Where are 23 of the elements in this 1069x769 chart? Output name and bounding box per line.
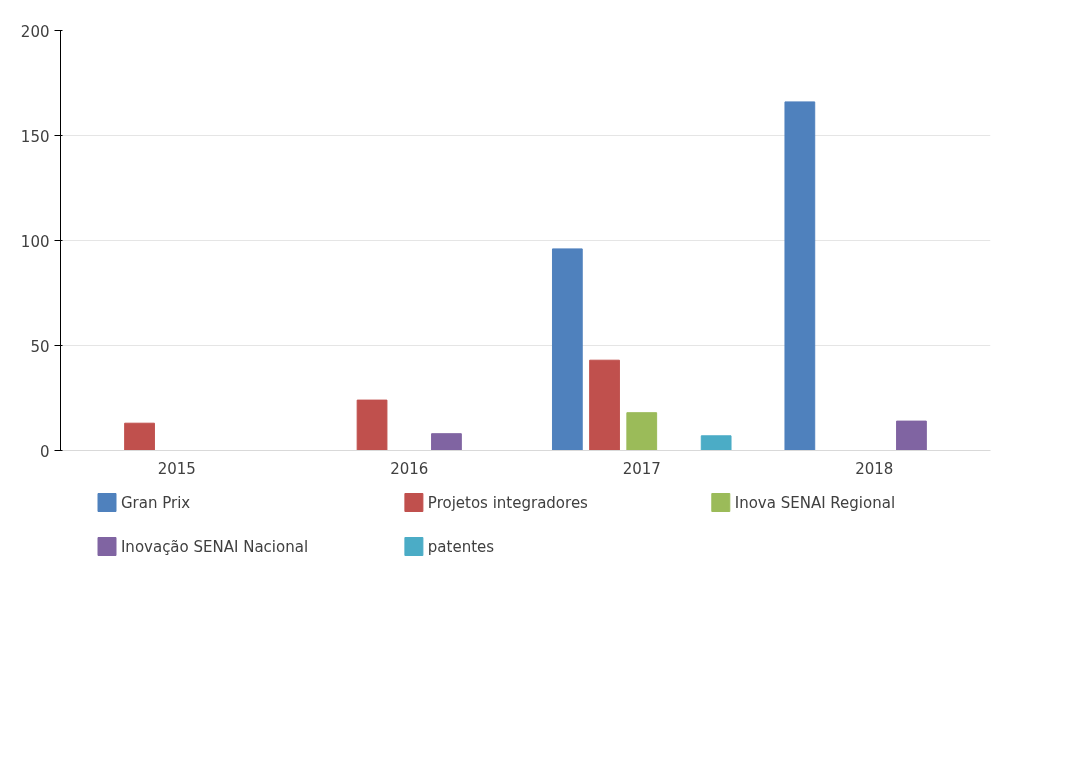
legend-label: Gran Prix <box>120 493 191 512</box>
y-tick-label: 150 <box>20 127 50 146</box>
bar <box>700 435 732 451</box>
legend-label: Inova SENAI Regional <box>734 493 896 512</box>
y-tick-label: 200 <box>20 22 50 41</box>
bar <box>784 101 816 451</box>
bar <box>896 420 927 451</box>
bar <box>626 412 658 451</box>
legend-label: Inovação SENAI Nacional <box>120 537 309 556</box>
y-tick-label: 100 <box>20 232 50 251</box>
y-tick-label: 50 <box>30 337 50 356</box>
bar <box>431 433 462 451</box>
x-tick-label: 2017 <box>622 459 661 478</box>
x-tick-label: 2016 <box>390 459 429 478</box>
x-tick-label: 2018 <box>855 459 894 478</box>
y-tick-label: 0 <box>39 442 50 461</box>
x-tick-label: 2015 <box>157 459 196 478</box>
bar <box>124 422 155 451</box>
legend-label: Projetos integradores <box>427 493 589 512</box>
bar <box>551 248 583 451</box>
bar <box>589 359 620 451</box>
legend-label: patentes <box>427 537 495 556</box>
bar <box>356 399 388 451</box>
